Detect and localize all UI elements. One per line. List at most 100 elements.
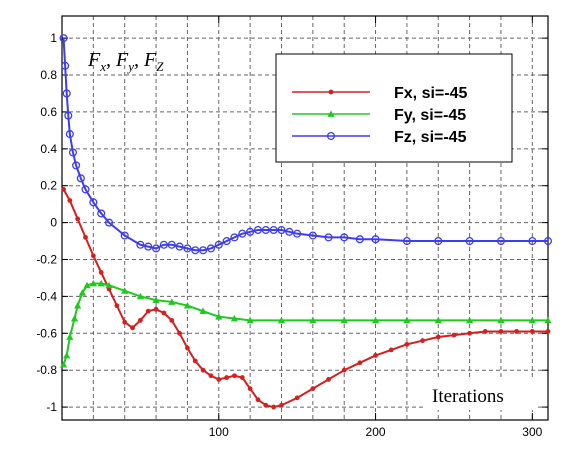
data-point — [191, 246, 200, 255]
data-point — [206, 244, 215, 253]
data-point — [271, 404, 277, 410]
data-point — [145, 308, 151, 314]
data-point — [230, 314, 239, 322]
x-tick-label: 100 — [209, 425, 229, 439]
y-axis-label: Fx, Fy, FZ — [87, 49, 164, 74]
data-point — [293, 229, 302, 238]
legend-item: Fx, si=-45 — [292, 85, 467, 102]
data-point — [75, 216, 81, 222]
data-point — [294, 395, 300, 401]
data-point — [371, 316, 380, 324]
data-point — [544, 316, 552, 324]
data-point — [89, 198, 98, 207]
data-point — [81, 185, 90, 194]
data-point — [434, 237, 443, 246]
data-point — [529, 329, 535, 334]
data-point — [70, 314, 79, 322]
y-label-symbol: F — [115, 49, 129, 71]
data-point — [232, 373, 237, 379]
legend-marker — [327, 110, 335, 117]
data-point — [340, 316, 348, 324]
data-point — [238, 229, 247, 238]
data-point — [63, 351, 71, 359]
data-point — [122, 319, 128, 325]
data-point — [72, 161, 81, 170]
data-point — [159, 240, 168, 249]
data-point — [65, 130, 74, 139]
y-tick-label: -0.4 — [36, 289, 57, 303]
data-point — [543, 237, 553, 246]
data-point — [64, 111, 73, 120]
data-point — [59, 361, 68, 368]
data-point — [451, 332, 457, 338]
data-point — [68, 148, 78, 157]
data-point — [435, 334, 441, 340]
data-point — [230, 233, 239, 242]
y-tick-label: -1 — [46, 400, 57, 414]
data-point — [279, 402, 284, 408]
data-point — [403, 316, 411, 324]
x-axis-label-group: Iterations — [426, 380, 538, 410]
data-point — [61, 61, 70, 70]
data-point — [246, 227, 255, 236]
series-2 — [59, 279, 552, 368]
data-point — [76, 174, 85, 183]
data-point — [168, 298, 176, 305]
data-point — [357, 360, 363, 366]
tick-labels: 1 0.8 0.6 0.4 0.2 0 -0.2 -0.4 -0.6 -0.8 -1 100 200 30… — [36, 31, 542, 439]
data-point — [121, 287, 129, 294]
data-point — [152, 296, 160, 303]
data-point — [324, 233, 333, 242]
data-point — [61, 187, 66, 192]
data-point — [545, 329, 551, 334]
data-point — [388, 347, 394, 353]
y-label-subscript: y — [126, 59, 134, 74]
data-point — [215, 313, 223, 320]
data-point — [309, 316, 317, 324]
y-label-symbol: F — [143, 49, 157, 71]
y-label-symbol: F — [87, 49, 101, 71]
data-point — [114, 303, 120, 309]
data-point — [224, 375, 230, 380]
legend-marker — [326, 131, 336, 141]
data-point — [66, 333, 74, 340]
data-point — [98, 270, 104, 275]
data-point — [263, 402, 269, 408]
y-label-separator: , — [106, 49, 116, 71]
data-point — [514, 329, 520, 334]
data-point — [216, 377, 222, 382]
data-point — [402, 237, 411, 246]
data-point — [67, 198, 73, 203]
series-3 — [59, 34, 553, 255]
data-point — [105, 281, 113, 289]
data-point — [200, 367, 206, 373]
legend-box — [275, 53, 513, 163]
x-tick-label: 300 — [522, 425, 542, 439]
y-tick-label: 0.4 — [40, 142, 57, 156]
y-tick-label: 1 — [50, 31, 57, 45]
data-point — [340, 233, 349, 242]
data-point — [120, 231, 129, 240]
data-point — [137, 317, 143, 323]
data-point — [434, 316, 442, 324]
series-group — [59, 34, 553, 410]
data-point — [247, 386, 253, 392]
data-point — [269, 225, 278, 235]
data-point — [161, 310, 167, 316]
data-point — [482, 329, 488, 334]
data-point — [199, 246, 208, 255]
legend: Fx, si=-45 Fy, si=-45 Fz, si=-45 — [275, 53, 513, 163]
y-tick-label: -0.6 — [36, 326, 57, 340]
y-tick-label: 0.2 — [40, 179, 57, 193]
data-point — [498, 329, 504, 334]
data-point — [261, 225, 270, 235]
data-point — [277, 316, 286, 324]
y-tick-label: -0.2 — [36, 253, 57, 267]
data-point — [192, 358, 198, 364]
data-point — [97, 209, 106, 218]
y-tick-label: 0 — [50, 216, 57, 230]
y-label-separator: , — [134, 49, 144, 71]
x-axis-label-box — [426, 380, 538, 410]
plot-frame — [61, 15, 549, 421]
